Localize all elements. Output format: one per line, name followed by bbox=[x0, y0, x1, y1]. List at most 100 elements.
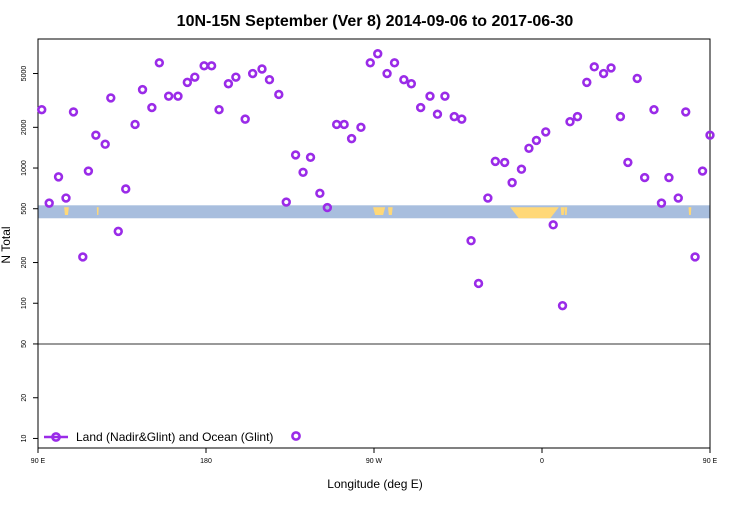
data-point-0-27 bbox=[257, 64, 267, 74]
data-point-0-70 bbox=[615, 111, 626, 122]
y-axis-label: N Total bbox=[0, 226, 13, 263]
data-point-0-23 bbox=[223, 79, 234, 89]
data-point-0-53 bbox=[473, 278, 484, 289]
data-point-0-42 bbox=[382, 68, 392, 79]
x-tick-label-4: 90 E bbox=[703, 458, 718, 465]
data-point-0-0 bbox=[37, 105, 47, 115]
data-point-0-25 bbox=[240, 114, 250, 124]
data-point-0-2 bbox=[53, 172, 64, 182]
data-point-0-40 bbox=[365, 58, 375, 68]
y-tick-label-3: 100 bbox=[21, 297, 28, 309]
data-point-0-9 bbox=[106, 93, 116, 103]
data-point-0-81 bbox=[705, 130, 715, 140]
y-tick-label-4: 200 bbox=[21, 257, 28, 269]
data-point-0-72 bbox=[632, 73, 642, 84]
data-point-0-21 bbox=[206, 61, 217, 71]
data-point-0-44 bbox=[399, 75, 409, 85]
data-point-0-11 bbox=[121, 184, 131, 194]
plot-frame bbox=[37, 38, 711, 449]
data-point-0-19 bbox=[190, 72, 200, 82]
data-point-0-7 bbox=[91, 130, 101, 140]
data-point-0-41 bbox=[373, 49, 383, 59]
data-point-0-45 bbox=[406, 79, 417, 89]
data-point-0-80 bbox=[697, 166, 708, 176]
data-point-0-74 bbox=[649, 105, 659, 115]
data-point-0-13 bbox=[137, 84, 148, 95]
data-point-0-50 bbox=[449, 111, 459, 122]
y-tick-label-0: 10 bbox=[21, 434, 28, 442]
data-point-0-18 bbox=[182, 77, 193, 88]
data-point-0-28 bbox=[264, 75, 275, 85]
data-point-0-75 bbox=[656, 198, 667, 208]
map-strip-land-7 bbox=[688, 207, 692, 216]
data-point-0-62 bbox=[548, 220, 558, 230]
data-point-0-37 bbox=[339, 119, 349, 130]
map-strip-land-2 bbox=[373, 207, 386, 216]
data-point-0-73 bbox=[639, 172, 650, 183]
chart-title: 10N-15N September (Ver 8) 2014-09-06 to … bbox=[177, 13, 574, 30]
data-point-0-64 bbox=[565, 117, 575, 127]
data-point-0-24 bbox=[231, 72, 241, 82]
data-point-0-4 bbox=[68, 107, 79, 117]
map-strip-land-1 bbox=[96, 207, 99, 216]
legend: Land (Nadir&Glint) and Ocean (Glint) bbox=[44, 430, 301, 444]
data-point-0-31 bbox=[290, 150, 301, 160]
data-point-0-17 bbox=[173, 91, 183, 101]
data-point-0-59 bbox=[524, 143, 534, 153]
data-point-0-66 bbox=[582, 77, 592, 88]
data-point-0-39 bbox=[356, 122, 366, 133]
data-point-0-78 bbox=[681, 107, 691, 117]
data-point-0-38 bbox=[346, 133, 357, 144]
y-tick-label-8: 5000 bbox=[21, 66, 28, 82]
x-tick-label-0: 90 E bbox=[31, 458, 46, 465]
legend-marker-secondary bbox=[291, 431, 301, 441]
data-point-0-77 bbox=[673, 193, 683, 203]
data-point-0-63 bbox=[557, 300, 568, 311]
data-point-0-49 bbox=[440, 91, 450, 101]
map-strip-ocean bbox=[38, 205, 710, 219]
data-point-0-10 bbox=[113, 226, 123, 237]
data-point-0-71 bbox=[623, 157, 633, 168]
data-point-0-51 bbox=[457, 114, 467, 124]
data-point-0-68 bbox=[598, 68, 609, 79]
data-point-0-58 bbox=[516, 164, 527, 174]
y-tick-label-2: 50 bbox=[21, 340, 28, 348]
data-point-0-46 bbox=[415, 102, 426, 113]
data-point-0-12 bbox=[130, 119, 140, 130]
y-tick-label-6: 1000 bbox=[21, 160, 28, 176]
data-point-0-36 bbox=[331, 119, 342, 130]
data-point-0-1 bbox=[44, 198, 54, 208]
data-point-0-30 bbox=[281, 197, 291, 207]
data-point-0-20 bbox=[199, 61, 209, 71]
data-point-0-6 bbox=[83, 166, 94, 176]
legend-label: Land (Nadir&Glint) and Ocean (Glint) bbox=[76, 430, 273, 444]
data-point-0-65 bbox=[572, 111, 583, 122]
data-point-0-61 bbox=[541, 127, 551, 137]
data-point-0-26 bbox=[247, 68, 258, 79]
data-point-0-35 bbox=[322, 202, 333, 213]
data-point-0-43 bbox=[389, 58, 400, 68]
data-point-0-56 bbox=[499, 157, 510, 168]
x-axis-label: Longitude (deg E) bbox=[327, 477, 422, 491]
data-point-0-69 bbox=[606, 63, 616, 73]
legend-marker bbox=[51, 432, 61, 442]
data-point-0-29 bbox=[274, 89, 284, 100]
data-point-0-15 bbox=[154, 58, 165, 68]
data-point-0-14 bbox=[147, 102, 157, 113]
data-point-0-54 bbox=[483, 193, 493, 203]
x-tick-label-3: 0 bbox=[540, 458, 544, 465]
map-strip-land-6 bbox=[560, 207, 565, 216]
data-point-0-5 bbox=[78, 252, 88, 262]
data-point-0-22 bbox=[214, 105, 224, 115]
map-strip-land-4 bbox=[510, 207, 559, 219]
data-point-0-60 bbox=[531, 135, 542, 146]
data-point-0-79 bbox=[690, 252, 700, 262]
data-point-0-16 bbox=[163, 91, 174, 101]
map-strip-land-3 bbox=[388, 207, 393, 216]
data-point-0-48 bbox=[432, 109, 443, 119]
data-point-0-47 bbox=[425, 91, 435, 101]
plot-area: 90 E 180 90 W 0 90 E 10 20 50 100 200 500 1000 2000 5… bbox=[21, 38, 718, 465]
data-point-0-32 bbox=[298, 167, 308, 177]
